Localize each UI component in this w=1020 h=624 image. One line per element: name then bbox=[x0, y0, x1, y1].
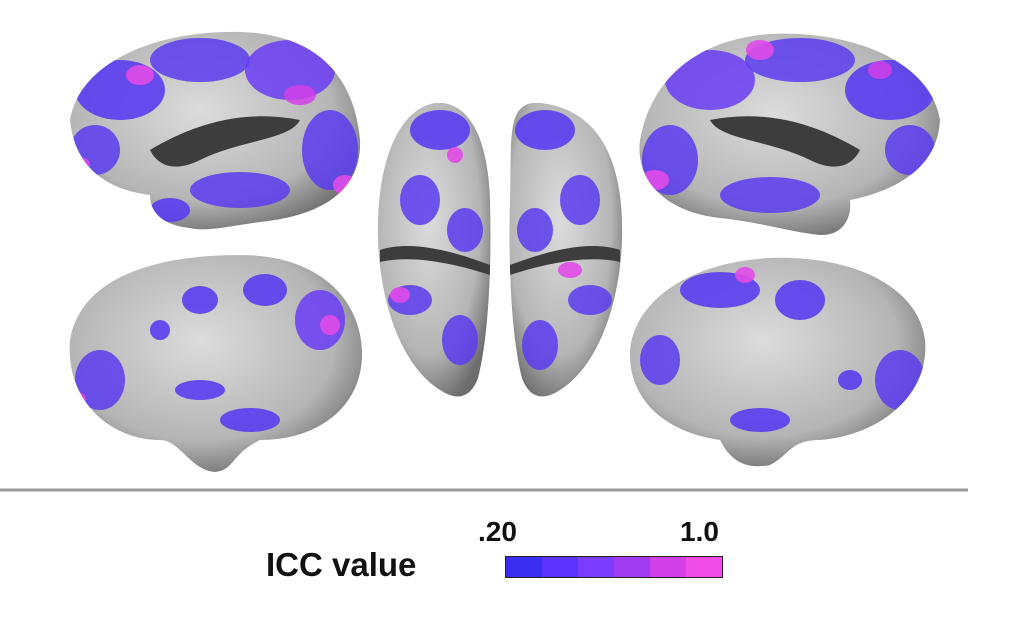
colorbar-segment bbox=[578, 557, 614, 577]
colorbar-segment bbox=[506, 557, 542, 577]
dorsal-left-hemisphere bbox=[377, 102, 491, 397]
colorbar-segment bbox=[614, 557, 650, 577]
colorbar-segment bbox=[686, 557, 722, 577]
colorbar-min-label: .20 bbox=[478, 516, 517, 547]
colorbar-max-label: 1.0 bbox=[680, 516, 719, 547]
colorbar-segment bbox=[542, 557, 578, 577]
dorsal-right-hemisphere bbox=[509, 102, 623, 397]
lateral-right-hemisphere bbox=[639, 33, 940, 236]
icc-colorbar bbox=[505, 556, 723, 578]
lateral-left-hemisphere bbox=[70, 31, 361, 230]
medial-right-hemisphere bbox=[629, 257, 926, 467]
legend-title: ICC value bbox=[266, 546, 417, 583]
medial-left-hemisphere bbox=[69, 255, 363, 472]
colorbar-segment bbox=[650, 557, 686, 577]
